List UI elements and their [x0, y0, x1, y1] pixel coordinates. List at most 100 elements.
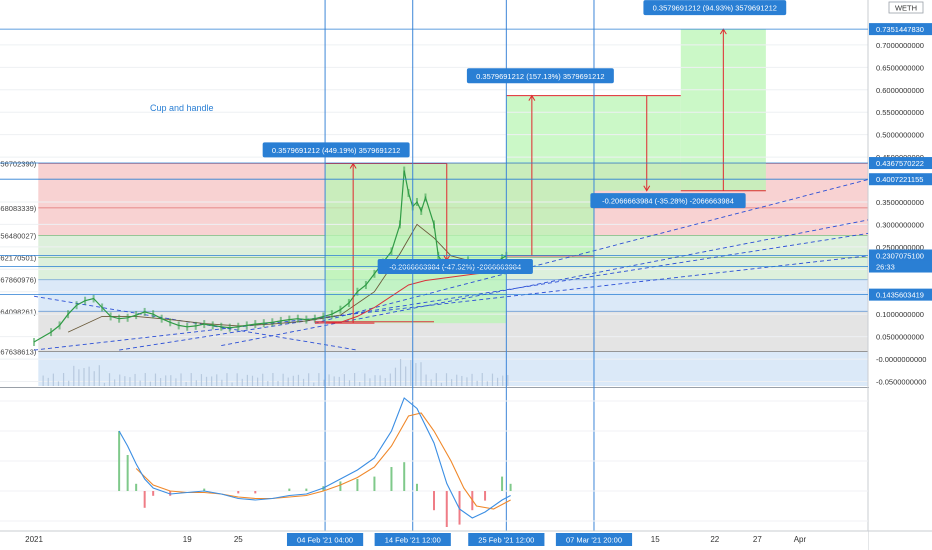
volume-bar — [78, 369, 80, 386]
volume-bar — [410, 359, 412, 386]
volume-bar — [129, 377, 131, 386]
volume-bar — [83, 368, 85, 386]
volume-bar — [491, 373, 494, 386]
price-tick-label: 0.7000000000 — [876, 41, 924, 50]
macd-histogram-bar — [509, 483, 512, 491]
price-label-text: 26:33 — [876, 263, 895, 272]
volume-bar — [98, 365, 100, 386]
measure-label-text: 0.3579691212 (157.13%) 3579691212 — [476, 72, 604, 81]
price-candle — [118, 314, 121, 323]
price-line — [33, 170, 507, 343]
volume-bar — [103, 382, 106, 386]
volume-bar — [364, 373, 366, 386]
price-candle — [75, 301, 78, 310]
price-tick-label: -0.0500000000 — [876, 378, 926, 387]
target-zone-3 — [593, 95, 681, 191]
price-candle — [152, 310, 155, 319]
volume-bar — [297, 374, 300, 386]
volume-bar — [226, 373, 228, 386]
price-candle — [433, 220, 435, 229]
price-candle — [50, 328, 53, 337]
time-marker-label: 04 Feb '21 04:00 — [297, 536, 353, 545]
price-candle — [501, 254, 504, 263]
price-candle — [237, 322, 240, 331]
price-candle — [356, 287, 359, 296]
volume-bar — [302, 378, 305, 386]
trend-line — [314, 179, 869, 324]
volume-bar — [328, 374, 330, 386]
base-line — [314, 321, 434, 323]
volume-bar — [47, 377, 49, 386]
volume-bar — [256, 377, 259, 386]
price-tick-label: 0.6000000000 — [876, 86, 924, 95]
volume-bar — [267, 381, 269, 386]
volume-bar — [236, 373, 238, 386]
volume-bar — [318, 373, 320, 386]
price-candle — [403, 166, 406, 175]
macd-histogram-bar — [305, 488, 308, 491]
price-label-box — [869, 23, 932, 36]
price-candle — [135, 311, 138, 320]
price-candle — [211, 321, 214, 330]
macd-histogram-bar — [135, 483, 138, 491]
time-tick-label: Apr — [794, 535, 807, 544]
price-tick-label: 0.5000000000 — [876, 131, 924, 140]
price-axis-bg — [869, 0, 932, 550]
price-candle — [254, 320, 257, 329]
volume-bar — [205, 376, 208, 386]
target-zone-2 — [506, 95, 594, 256]
fib-level-label: 0.236(0.3368083339) — [0, 204, 37, 213]
volume-bar — [430, 379, 432, 386]
price-candle — [126, 313, 129, 322]
measure-label-text: 0.3579691212 (449.19%) 3579691212 — [272, 146, 400, 155]
price-candle — [296, 314, 299, 323]
volume-bar — [149, 381, 151, 386]
volume-bar — [415, 363, 417, 386]
price-tick-label: 0.0500000000 — [876, 333, 924, 342]
volume-bar — [354, 373, 356, 386]
volume-bar — [73, 365, 75, 386]
macd-histogram-bar — [143, 491, 146, 508]
volume-bar — [323, 379, 325, 386]
measure-label-box — [262, 142, 410, 158]
price-candle — [177, 321, 180, 330]
volume-bar — [369, 378, 371, 386]
time-axis[interactable]: 20211925Feb822Mar152227Apr04 Feb '21 04:… — [0, 530, 932, 550]
price-label-box — [869, 173, 932, 186]
volume-bar — [180, 373, 182, 386]
price-candle — [390, 247, 393, 256]
time-marker-box — [468, 533, 545, 546]
price-series — [33, 166, 508, 347]
macd-histogram-bar — [403, 462, 406, 491]
trend-line — [221, 219, 869, 347]
symbol-badge — [888, 1, 924, 14]
price-candle — [33, 338, 36, 347]
price-tick-label: 0.2500000000 — [876, 243, 924, 252]
volume-bar — [456, 374, 458, 386]
volume-bar — [374, 375, 376, 386]
price-candle — [228, 323, 231, 332]
time-marker-box — [555, 533, 633, 546]
price-candle — [220, 322, 223, 331]
volume-bar — [93, 371, 95, 386]
price-label-text: 0.2307075100 — [876, 252, 924, 261]
price-candle — [101, 303, 104, 312]
price-candle — [339, 305, 342, 314]
volume-bar — [379, 375, 381, 386]
macd-histogram-bar — [484, 491, 487, 501]
price-candle — [84, 296, 87, 305]
volume-bar — [420, 362, 422, 386]
price-candle — [203, 320, 206, 329]
price-candle — [424, 193, 427, 202]
volume-bar — [231, 382, 233, 386]
volume-bar — [313, 382, 315, 386]
macd-histogram-bar — [390, 467, 393, 491]
price-candle — [420, 206, 423, 215]
measure-arrow-5-head — [643, 185, 651, 192]
volume-bar — [139, 380, 141, 386]
macd-histogram-bar — [169, 491, 172, 496]
macd-histogram-bar — [203, 488, 206, 491]
time-marker-label: 25 Feb '21 12:00 — [478, 536, 534, 545]
price-candle — [245, 321, 248, 330]
